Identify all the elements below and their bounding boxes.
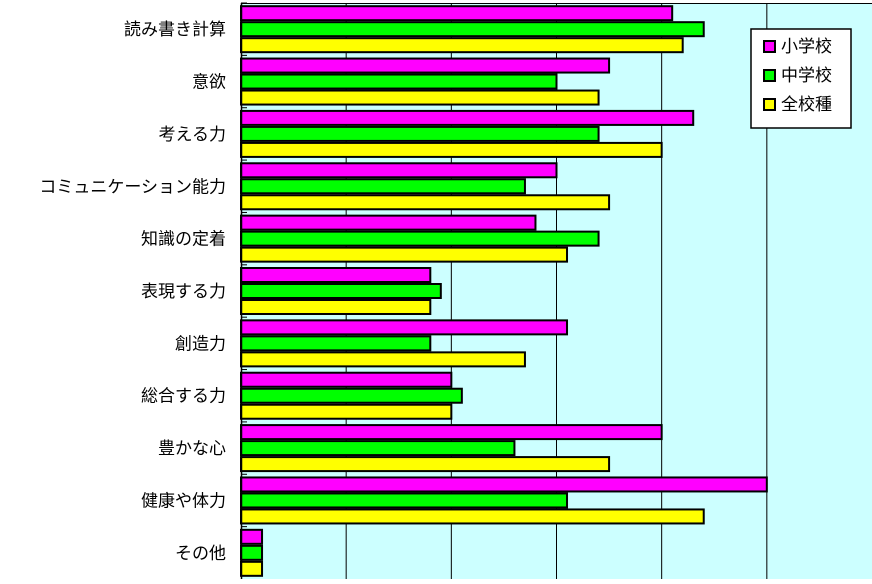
bar-11-2 [240,544,264,561]
bar-4-2 [240,178,526,195]
bar-6-3 [240,299,432,315]
bar-4-3 [240,194,611,211]
bar-7-1 [240,319,569,336]
bar-2-2 [240,73,558,90]
bar-6-2 [240,283,442,299]
bar-5-3 [240,246,569,263]
legend-label-3: 全校種 [781,95,832,115]
bar-5-1 [240,214,537,231]
category-label-5: 知識の定着 [141,230,226,250]
category-label-7: 創造力 [175,334,226,354]
bar-10-1 [240,476,768,493]
category-label-4: コミュニケーション能力 [39,177,226,197]
category-label-10: 健康や体力 [141,491,226,511]
bar-6-1 [240,267,432,283]
bar-1-2 [240,21,705,38]
legend-label-2: 中学校 [781,66,832,86]
legend-label-1: 小学校 [781,37,832,57]
bar-3-2 [240,125,600,142]
bar-1-3 [240,37,684,54]
bar-11-1 [240,528,264,545]
bar-1-1 [240,5,674,22]
bar-8-2 [240,387,463,404]
category-label-6: 表現する力 [141,282,226,302]
bar-8-1 [240,371,453,388]
bar-11-3 [240,560,264,577]
bar-7-2 [240,335,432,352]
bar-10-3 [240,508,705,525]
category-label-11: その他 [175,544,226,564]
bar-2-1 [240,57,611,74]
bar-8-3 [240,403,453,420]
bar-9-2 [240,440,516,457]
legend-swatch-1 [763,40,776,53]
category-label-2: 意欲 [192,73,226,93]
bar-10-2 [240,492,569,509]
bar-9-1 [240,424,663,441]
bar-3-1 [240,109,695,126]
legend-swatch-2 [763,69,776,82]
bar-3-3 [240,141,663,158]
bar-2-3 [240,89,600,106]
category-label-3: 考える力 [159,125,227,145]
category-label-9: 豊かな心 [158,439,226,459]
bar-9-3 [240,456,611,473]
category-label-8: 総合する力 [141,387,226,407]
category-label-1: 読み書き計算 [124,20,226,40]
bar-4-1 [240,162,558,179]
bar-5-2 [240,230,600,247]
legend-swatch-3 [763,98,776,111]
bar-7-3 [240,351,526,368]
